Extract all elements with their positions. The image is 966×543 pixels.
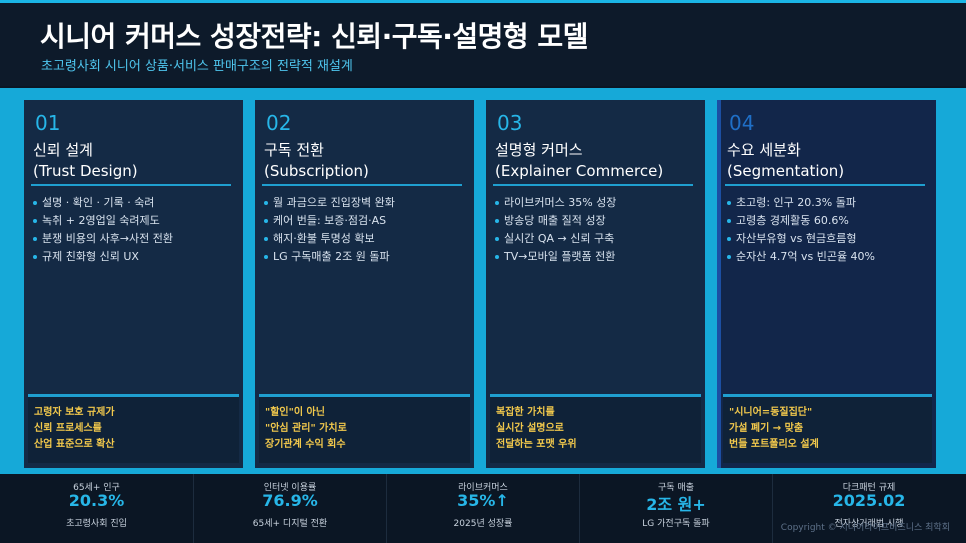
note-line: 산업 표준으로 확산 xyxy=(34,439,115,450)
stat-caption: 전자상거래법 시행 xyxy=(834,519,904,529)
card-bullet-list: 초고령: 인구 20.3% 돌파 고령층 경제활동 60.6% 자산부유형 vs… xyxy=(727,194,875,266)
stat-label: 다크패턴 규제 xyxy=(842,483,896,493)
card-number: 01 xyxy=(35,111,61,135)
page-title: 시니어 커머스 성장전략: 신뢰·구독·설명형 모델 xyxy=(40,20,588,53)
stat-value: 20.3% xyxy=(68,491,125,510)
bullet-item: TV→모바일 플랫폼 전환 xyxy=(495,248,616,266)
stat-value: 35%↑ xyxy=(457,491,509,510)
card-divider xyxy=(262,184,462,186)
card-title: 구독 전환 (Subscription) xyxy=(264,140,369,182)
bullet-item: 녹취 + 2영업일 숙려제도 xyxy=(33,212,173,230)
stats-bar: 65세+ 인구 20.3% 초고령사회 진입 인터넷 이용률 76.9% 65세… xyxy=(0,474,966,543)
note-line: "시니어=동질집단" xyxy=(729,407,813,418)
stat-value: 2조 원+ xyxy=(646,495,706,514)
bullet-item: 실시간 QA → 신뢰 구축 xyxy=(495,230,616,248)
stat-live-commerce: 라이브커머스 35%↑ 2025년 성장률 xyxy=(386,474,579,543)
stat-dark-pattern-regulation: 다크패턴 규제 2025.02 전자상거래법 시행 xyxy=(772,474,965,543)
top-accent-line xyxy=(0,0,966,3)
card-title-en: (Trust Design) xyxy=(33,162,138,180)
card-explainer-commerce: 03 설명형 커머스 (Explainer Commerce) 라이브커머스 3… xyxy=(486,100,705,468)
bullet-item: 케어 번들: 보증·점검·AS xyxy=(264,212,395,230)
header: 시니어 커머스 성장전략: 신뢰·구독·설명형 모델 초고령사회 시니어 상품·… xyxy=(0,3,966,86)
card-divider xyxy=(725,184,925,186)
card-title-ko: 신뢰 설계 xyxy=(33,141,93,159)
bullet-item: 고령층 경제활동 60.6% xyxy=(727,212,875,230)
stat-caption: 65세+ 디지털 전환 xyxy=(252,519,328,529)
bullet-item: 월 과금으로 진입장벽 완화 xyxy=(264,194,395,212)
stat-label: 인터넷 이용률 xyxy=(263,483,317,493)
card-bullet-list: 라이브커머스 35% 성장 방송당 매출 질적 성장 실시간 QA → 신뢰 구… xyxy=(495,194,616,266)
card-title: 설명형 커머스 (Explainer Commerce) xyxy=(495,140,663,182)
card-title-en: (Explainer Commerce) xyxy=(495,162,664,180)
card-title-ko: 구독 전환 xyxy=(264,141,324,159)
stat-internet-usage: 인터넷 이용률 76.9% 65세+ 디지털 전환 xyxy=(193,474,386,543)
card-trust-design: 01 신뢰 설계 (Trust Design) 설명 · 확인 · 기록 · 숙… xyxy=(24,100,243,468)
page-subtitle: 초고령사회 시니어 상품·서비스 판매구조의 전략적 재설계 xyxy=(41,59,353,74)
stat-senior-population: 65세+ 인구 20.3% 초고령사회 진입 xyxy=(0,474,193,543)
card-title-en: (Segmentation) xyxy=(727,162,845,180)
card-number: 04 xyxy=(729,111,755,135)
stat-label: 65세+ 인구 xyxy=(73,483,120,493)
card-title: 신뢰 설계 (Trust Design) xyxy=(33,140,138,182)
stat-caption: 2025년 성장률 xyxy=(453,519,513,529)
card-subscription: 02 구독 전환 (Subscription) 월 과금으로 진입장벽 완화 케… xyxy=(255,100,474,468)
note-line: 복잡한 가치를 xyxy=(496,407,555,418)
stat-subscription-sales: 구독 매출 2조 원+ LG 가전구독 돌파 xyxy=(579,474,772,543)
card-note: 복잡한 가치를 실시간 설명으로 전달하는 포맷 우위 xyxy=(490,394,701,463)
bullet-item: LG 구독매출 2조 원 돌파 xyxy=(264,248,395,266)
bullet-item: 분쟁 비용의 사후→사전 전환 xyxy=(33,230,173,248)
stat-value: 2025.02 xyxy=(832,491,906,510)
card-divider xyxy=(493,184,693,186)
card-note: "할인"이 아닌 "안심 관리" 가치로 장기관계 수익 회수 xyxy=(259,394,470,463)
card-title-ko: 수요 세분화 xyxy=(727,141,801,159)
note-line: 가설 폐기 → 맞춤 xyxy=(729,423,804,434)
note-line: "할인"이 아닌 xyxy=(265,407,325,418)
card-number: 03 xyxy=(497,111,523,135)
card-bullet-list: 월 과금으로 진입장벽 완화 케어 번들: 보증·점검·AS 해지·환불 투명성… xyxy=(264,194,395,266)
bullet-item: 초고령: 인구 20.3% 돌파 xyxy=(727,194,875,212)
card-title: 수요 세분화 (Segmentation) xyxy=(727,140,844,182)
stat-caption: 초고령사회 진입 xyxy=(66,519,127,529)
card-note: "시니어=동질집단" 가설 폐기 → 맞춤 번들 포트폴리오 설계 xyxy=(723,394,932,463)
note-line: "안심 관리" 가치로 xyxy=(265,423,347,434)
bullet-item: 라이브커머스 35% 성장 xyxy=(495,194,616,212)
stat-label: 구독 매출 xyxy=(658,483,694,493)
card-bullet-list: 설명 · 확인 · 기록 · 숙려 녹취 + 2영업일 숙려제도 분쟁 비용의 … xyxy=(33,194,173,266)
stat-label: 라이브커머스 xyxy=(458,483,508,493)
bullet-item: 방송당 매출 질적 성장 xyxy=(495,212,616,230)
note-line: 장기관계 수익 회수 xyxy=(265,439,346,450)
bullet-item: 자산부유형 vs 현금흐름형 xyxy=(727,230,875,248)
bullet-item: 해지·환불 투명성 확보 xyxy=(264,230,395,248)
card-number: 02 xyxy=(266,111,292,135)
card-segmentation: 04 수요 세분화 (Segmentation) 초고령: 인구 20.3% 돌… xyxy=(717,100,936,468)
stat-caption: LG 가전구독 돌파 xyxy=(642,519,710,529)
card-title-en: (Subscription) xyxy=(264,162,369,180)
card-divider xyxy=(31,184,231,186)
stat-value: 76.9% xyxy=(262,491,318,510)
card-note: 고령자 보호 규제가 신뢰 프로세스를 산업 표준으로 확산 xyxy=(28,394,239,463)
bullet-item: 설명 · 확인 · 기록 · 숙려 xyxy=(33,194,173,212)
copyright-text: Copyright © 시니어라이프비즈니스 최학회 xyxy=(780,523,950,533)
bullet-item: 규제 친화형 신뢰 UX xyxy=(33,248,173,266)
bullet-item: 순자산 4.7억 vs 빈곤율 40% xyxy=(727,248,875,266)
note-line: 고령자 보호 규제가 xyxy=(34,407,115,418)
note-line: 실시간 설명으로 xyxy=(496,423,564,434)
note-line: 신뢰 프로세스를 xyxy=(34,423,102,434)
note-line: 전달하는 포맷 우위 xyxy=(496,439,577,450)
note-line: 번들 포트폴리오 설계 xyxy=(729,439,819,450)
card-title-ko: 설명형 커머스 xyxy=(495,141,583,159)
